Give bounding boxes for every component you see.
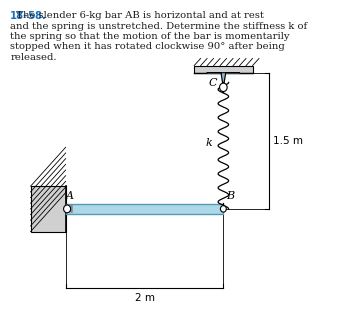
Polygon shape	[207, 73, 239, 87]
Circle shape	[64, 205, 71, 213]
Text: k: k	[206, 138, 213, 148]
Text: A: A	[66, 191, 74, 201]
Bar	[66, 204, 223, 214]
Circle shape	[220, 206, 226, 212]
Text: 2 m: 2 m	[135, 293, 154, 303]
Bar	[31, 186, 66, 232]
Circle shape	[220, 83, 227, 92]
Polygon shape	[66, 205, 72, 213]
Text: 1.5 m: 1.5 m	[273, 136, 303, 146]
Text: 18–58.: 18–58.	[10, 11, 47, 21]
Text: C: C	[209, 78, 217, 88]
Text: The slender 6‑kg bar AB is horizontal and at rest
and the spring is unstretched.: The slender 6‑kg bar AB is horizontal an…	[10, 11, 307, 62]
Text: B: B	[226, 191, 234, 201]
Bar	[194, 66, 252, 73]
